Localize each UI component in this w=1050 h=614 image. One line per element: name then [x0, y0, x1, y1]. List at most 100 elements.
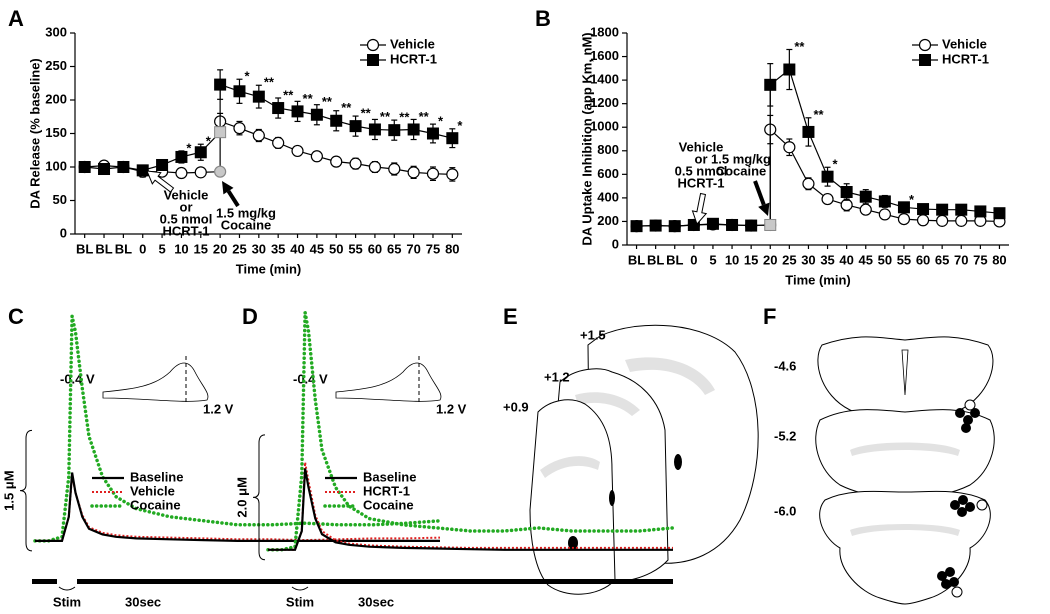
annotation: 1.5 mg/kg	[711, 151, 771, 166]
marker	[630, 220, 643, 233]
marker	[878, 195, 891, 208]
arrow-shaft	[753, 180, 766, 206]
significance: **	[303, 91, 314, 106]
marker	[897, 201, 910, 214]
significance: **	[264, 75, 275, 90]
marker	[368, 160, 382, 174]
marker	[706, 217, 719, 230]
trace	[266, 312, 675, 552]
x-tick-label: 75	[426, 241, 440, 256]
annotation: HCRT-1	[163, 223, 210, 238]
y-tick-label: 1600	[590, 48, 619, 63]
marker	[918, 38, 932, 52]
y-tick-label: 1200	[590, 95, 619, 110]
marker	[291, 105, 304, 118]
marker	[668, 220, 681, 233]
x-tick-label: 40	[839, 252, 853, 267]
y-tick-label: 800	[597, 142, 619, 157]
annotation: or	[695, 151, 708, 166]
significance: *	[833, 157, 839, 172]
dot	[950, 500, 960, 510]
x-tick-label: 0	[690, 252, 697, 267]
significance: **	[361, 106, 372, 121]
lesion-mark	[674, 454, 682, 470]
x-tick-label: 65	[387, 241, 401, 256]
section-label: -6.0	[774, 503, 796, 518]
trace	[268, 468, 673, 551]
legend-label: Vehicle	[130, 483, 175, 498]
marker	[745, 219, 758, 232]
dot	[976, 499, 988, 511]
white-matter	[850, 524, 960, 536]
marker	[919, 54, 931, 66]
inset-label: -0.4 V	[60, 371, 95, 386]
significance: *	[186, 140, 192, 155]
x-tick-label: 20	[763, 252, 777, 267]
significance: *	[244, 69, 250, 84]
y-tick-label: 0	[60, 225, 67, 240]
marker	[272, 102, 285, 115]
marker	[136, 164, 149, 177]
x-tick-label: 25	[782, 252, 796, 267]
x-tick-label: 30	[252, 241, 266, 256]
white-matter	[850, 442, 960, 456]
marker	[764, 218, 777, 231]
scale-label: 1.5 μM	[1, 470, 16, 510]
marker	[993, 207, 1006, 220]
marker	[687, 218, 700, 231]
section-label: -5.2	[774, 428, 796, 443]
y-tick-label: 50	[53, 192, 67, 207]
x-tick-label: BL	[666, 252, 683, 267]
annotation: Cocaine	[716, 163, 767, 178]
y-tick-label: 1400	[590, 72, 619, 87]
arrow	[691, 192, 708, 225]
y-tick-label: 200	[597, 213, 619, 228]
marker	[291, 144, 304, 158]
arrow-head	[222, 181, 234, 195]
marker	[446, 132, 459, 145]
marker	[446, 168, 459, 181]
marker	[117, 161, 130, 173]
marker	[156, 158, 169, 171]
x-tick-label: 60	[368, 241, 382, 256]
x-tick-label: 60	[916, 252, 930, 267]
x-tick-label: 30	[801, 252, 815, 267]
marker	[974, 205, 987, 218]
marker	[859, 190, 872, 203]
x-tick-label: 45	[859, 252, 873, 267]
x-tick-label: 75	[973, 252, 987, 267]
x-tick-label: BL	[76, 241, 93, 256]
marker	[330, 155, 343, 168]
annotation: HCRT-1	[678, 175, 725, 190]
significance: **	[380, 109, 391, 124]
marker	[272, 136, 285, 149]
time-bar	[32, 579, 57, 584]
dot	[955, 408, 965, 418]
x-tick-label: 0	[139, 241, 146, 256]
marker	[233, 85, 246, 98]
marker	[897, 212, 911, 226]
annotation: Vehicle	[679, 139, 724, 154]
x-tick-label: 15	[194, 241, 208, 256]
x-tick-label: 5	[709, 252, 716, 267]
stim-label: Stim	[286, 594, 314, 609]
marker	[955, 203, 968, 216]
x-tick-label: 70	[954, 252, 968, 267]
white-matter	[540, 456, 600, 478]
y-tick-label: 250	[45, 58, 67, 73]
dot	[951, 586, 963, 598]
x-tick-label: 20	[213, 241, 227, 256]
section-outline	[815, 409, 995, 499]
voltammogram	[335, 362, 442, 402]
marker	[233, 122, 246, 135]
significance: *	[457, 118, 463, 133]
scale-bar	[19, 429, 33, 552]
x-tick-label: 35	[820, 252, 834, 267]
y-axis-title: DA Release (% baseline)	[27, 58, 42, 209]
significance: **	[399, 110, 410, 125]
legend-label: HCRT-1	[363, 483, 410, 498]
x-tick-label: 55	[348, 241, 362, 256]
legend-label: Cocaine	[130, 497, 181, 512]
significance: *	[909, 192, 915, 207]
